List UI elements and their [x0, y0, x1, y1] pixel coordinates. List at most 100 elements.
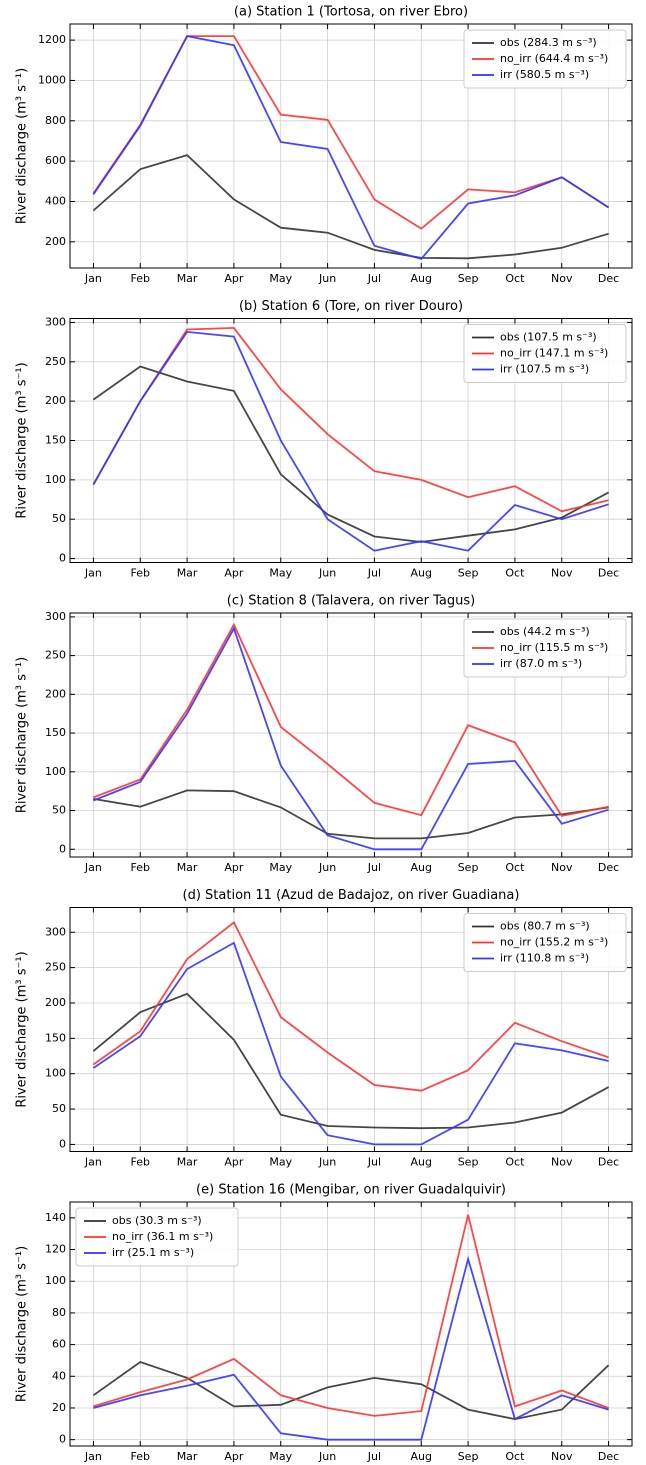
x-tick-label: Jul — [367, 1156, 381, 1169]
x-tick-label: Jan — [84, 861, 102, 874]
x-tick-label: Aug — [411, 567, 432, 580]
y-tick-label: 0 — [59, 842, 66, 855]
y-tick-label: 50 — [52, 1102, 66, 1115]
x-tick-label: Jan — [84, 1156, 102, 1169]
plot-frame — [69, 612, 633, 858]
x-tick-label: Feb — [131, 1450, 150, 1463]
data-line — [93, 789, 609, 840]
data-line — [92, 154, 609, 260]
y-axis-label: River discharge (m³ s⁻¹) — [15, 657, 30, 813]
x-tick-label: Apr — [224, 272, 244, 285]
x-tick-label: Aug — [411, 1156, 432, 1169]
x-tick-label: Sep — [458, 272, 479, 285]
x-tick-label: Apr — [224, 1450, 244, 1463]
legend-label: obs (44.2 m s⁻³) — [500, 625, 590, 638]
legend-label: irr (87.0 m s⁻³) — [500, 657, 582, 670]
x-tick-label: Mar — [177, 1450, 198, 1463]
y-tick-label: 150 — [45, 1031, 66, 1044]
data-line — [92, 35, 610, 260]
x-tick-label: Jul — [367, 567, 381, 580]
legend-box — [463, 913, 627, 972]
data-line — [92, 365, 610, 543]
y-tick-label: 1200 — [38, 33, 66, 46]
x-tick-label: Nov — [551, 272, 573, 285]
y-tick-label: 200 — [45, 235, 66, 248]
legend-label: obs (284.3 m s⁻³) — [500, 36, 597, 49]
y-tick-label: 300 — [45, 610, 66, 623]
x-tick-label: Oct — [505, 1450, 525, 1463]
x-tick-label: May — [269, 861, 292, 874]
chart-title: (c) Station 8 (Talavera, on river Tagus) — [227, 594, 475, 609]
legend-box — [463, 618, 627, 678]
x-tick-label: Jul — [367, 861, 381, 874]
legend-label: no_irr (115.5 m s⁻³) — [500, 641, 608, 654]
plot-frame — [69, 907, 633, 1152]
x-tick-label: Feb — [131, 567, 150, 580]
legend-label: irr (25.1 m s⁻³) — [112, 1246, 194, 1259]
y-tick-label: 800 — [45, 114, 66, 127]
legend-label: obs (80.7 m s⁻³) — [500, 920, 590, 933]
y-tick-label: 120 — [45, 1243, 66, 1256]
chart-title: (e) Station 16 (Mengibar, on river Guada… — [196, 1183, 506, 1198]
x-tick-label: Jun — [318, 1450, 336, 1463]
y-axis-label: River discharge (m³ s⁻¹) — [15, 68, 30, 224]
y-tick-label: 200 — [45, 394, 66, 407]
x-tick-label: Jun — [318, 567, 336, 580]
legend-label: irr (107.5 m s⁻³) — [500, 363, 589, 376]
legend-label: irr (110.8 m s⁻³) — [500, 952, 589, 965]
x-tick-label: Dec — [598, 861, 619, 874]
y-axis-label: River discharge (m³ s⁻¹) — [15, 362, 30, 518]
x-tick-label: Apr — [224, 567, 244, 580]
x-tick-label: Oct — [505, 567, 525, 580]
x-tick-label: Mar — [177, 567, 198, 580]
x-tick-label: Oct — [505, 272, 525, 285]
x-tick-label: May — [269, 1156, 292, 1169]
data-line — [92, 330, 609, 552]
legend-label: no_irr (147.1 m s⁻³) — [500, 347, 608, 360]
y-tick-label: 100 — [45, 765, 66, 778]
y-tick-label: 80 — [52, 1306, 66, 1319]
data-line — [93, 1214, 609, 1417]
y-tick-label: 0 — [59, 1137, 66, 1150]
x-tick-label: Aug — [411, 1450, 432, 1463]
y-tick-label: 100 — [45, 1067, 66, 1080]
y-tick-label: 1000 — [38, 73, 66, 86]
x-tick-label: Jul — [367, 272, 381, 285]
data-line — [92, 1360, 610, 1421]
x-tick-label: Feb — [131, 861, 150, 874]
legend-box — [75, 1207, 239, 1267]
data-line — [93, 626, 609, 851]
legend-label: no_irr (36.1 m s⁻³) — [112, 1230, 213, 1243]
x-tick-label: Nov — [551, 1450, 573, 1463]
y-axis-label: River discharge (m³ s⁻¹) — [15, 1246, 30, 1402]
legend-box — [463, 29, 627, 89]
x-tick-label: Jun — [318, 861, 336, 874]
plot-frame — [69, 1201, 633, 1447]
chart-title: (a) Station 1 (Tortosa, on river Ebro) — [234, 5, 468, 20]
y-tick-label: 20 — [52, 1401, 66, 1414]
x-tick-label: Jun — [318, 272, 336, 285]
x-tick-label: Apr — [224, 861, 244, 874]
plot-frame — [69, 23, 633, 269]
y-tick-label: 0 — [59, 552, 66, 565]
x-tick-label: Oct — [505, 861, 525, 874]
x-tick-label: Sep — [458, 1156, 479, 1169]
chart-title: (b) Station 6 (Tore, on river Douro) — [239, 299, 463, 314]
chart-title: (d) Station 11 (Azud de Badajoz, on rive… — [183, 888, 520, 903]
y-tick-label: 400 — [45, 194, 66, 207]
y-tick-label: 40 — [52, 1369, 66, 1382]
data-line — [92, 326, 609, 513]
x-tick-label: Aug — [411, 861, 432, 874]
y-tick-label: 100 — [45, 473, 66, 486]
legend-box — [463, 324, 627, 383]
data-line — [92, 992, 610, 1130]
data-line — [92, 921, 609, 1092]
y-axis-label: River discharge (m³ s⁻¹) — [15, 951, 30, 1107]
x-tick-label: Jun — [318, 1156, 336, 1169]
legend-label: obs (30.3 m s⁻³) — [112, 1214, 202, 1227]
x-tick-label: Nov — [551, 567, 573, 580]
x-tick-label: Sep — [458, 1450, 479, 1463]
y-tick-label: 600 — [45, 154, 66, 167]
x-tick-label: Jan — [84, 272, 102, 285]
x-tick-label: Feb — [131, 1156, 150, 1169]
